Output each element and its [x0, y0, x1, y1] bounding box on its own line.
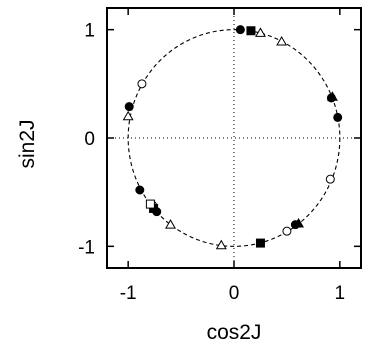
filled-circle-marker [333, 112, 343, 122]
filled-circle-marker [124, 102, 134, 112]
open-triangle-marker [122, 110, 134, 121]
open-triangle-marker [165, 219, 176, 229]
open-square-marker [145, 199, 155, 209]
open-triangle-marker [276, 35, 288, 46]
x-tick-label: 0 [229, 283, 240, 304]
open-triangle-marker [215, 239, 227, 250]
filled-triangle-marker [326, 91, 338, 101]
filled-circle-marker [235, 25, 245, 35]
open-circle-marker [282, 226, 292, 236]
open-triangle-marker [254, 27, 266, 37]
y-tick-label: -1 [78, 237, 95, 258]
filled-triangle-marker [293, 217, 305, 228]
filled-circle-marker [135, 185, 145, 195]
unit-circle [127, 29, 341, 247]
open-circle-marker [325, 174, 335, 184]
filled-square-marker [246, 26, 256, 36]
y-tick-label: 0 [84, 129, 95, 150]
y-axis-label: sin2J [16, 119, 39, 168]
markers-layer [122, 25, 343, 250]
filled-square-marker [255, 238, 265, 248]
x-axis-label: cos2J [207, 321, 262, 344]
ticks-layer: -1 0 1 -1 0 1 [78, 8, 361, 304]
x-tick-label: 1 [335, 283, 346, 304]
y-tick-label: 1 [84, 21, 95, 42]
x-tick-label: -1 [120, 283, 137, 304]
open-circle-marker [137, 79, 147, 89]
